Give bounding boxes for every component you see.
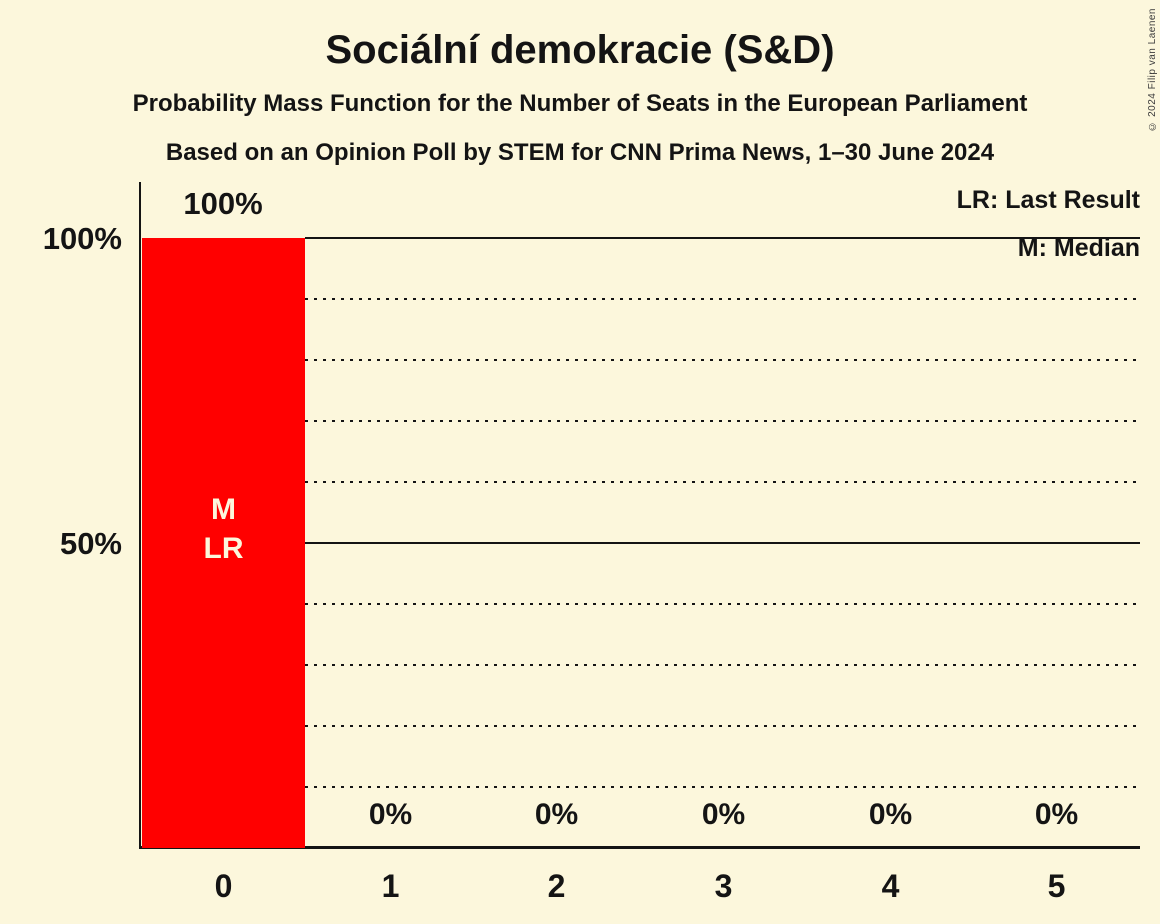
bar-value-label-2: 0% [534, 798, 579, 831]
gridline-100pct [305, 237, 1140, 239]
gridline-30pct [305, 664, 1140, 666]
bar-value-label-4: 0% [868, 798, 913, 831]
last-result-marker-label: LR [203, 532, 244, 565]
chart-source-line: Based on an Opinion Poll by STEM for CNN… [165, 139, 995, 166]
chart-subtitle: Probability Mass Function for the Number… [132, 90, 1028, 117]
copyright-notice: © 2024 Filip van Laenen [1147, 8, 1158, 132]
y-axis-label-50: 50% [59, 526, 122, 561]
bar-value-label-5: 0% [1034, 798, 1079, 831]
gridline-70pct [305, 420, 1140, 422]
gridline-60pct [305, 481, 1140, 483]
bar-median-lastresult-annotation: M LR [142, 490, 305, 568]
median-marker-label: M [211, 493, 236, 526]
x-tick-0: 0 [214, 868, 233, 904]
gridline-40pct [305, 603, 1140, 605]
x-tick-3: 3 [714, 868, 733, 904]
bar-seats-0 [142, 238, 305, 848]
y-axis-label-100: 100% [42, 221, 122, 256]
x-axis-line [139, 846, 1140, 849]
bar-value-label-0: 100% [183, 186, 263, 221]
x-tick-1: 1 [381, 868, 400, 904]
x-tick-4: 4 [881, 868, 900, 904]
chart-title: Sociální demokracie (S&D) [325, 28, 835, 72]
y-axis-line [139, 182, 141, 848]
gridline-90pct [305, 298, 1140, 300]
x-tick-2: 2 [547, 868, 566, 904]
gridline-80pct [305, 359, 1140, 361]
bar-value-label-1: 0% [368, 798, 413, 831]
x-tick-5: 5 [1047, 868, 1066, 904]
gridline-50pct [305, 542, 1140, 544]
bar-value-label-3: 0% [701, 798, 746, 831]
gridline-10pct [305, 786, 1140, 788]
legend-last-result: LR: Last Result [956, 186, 1140, 214]
gridline-20pct [305, 725, 1140, 727]
